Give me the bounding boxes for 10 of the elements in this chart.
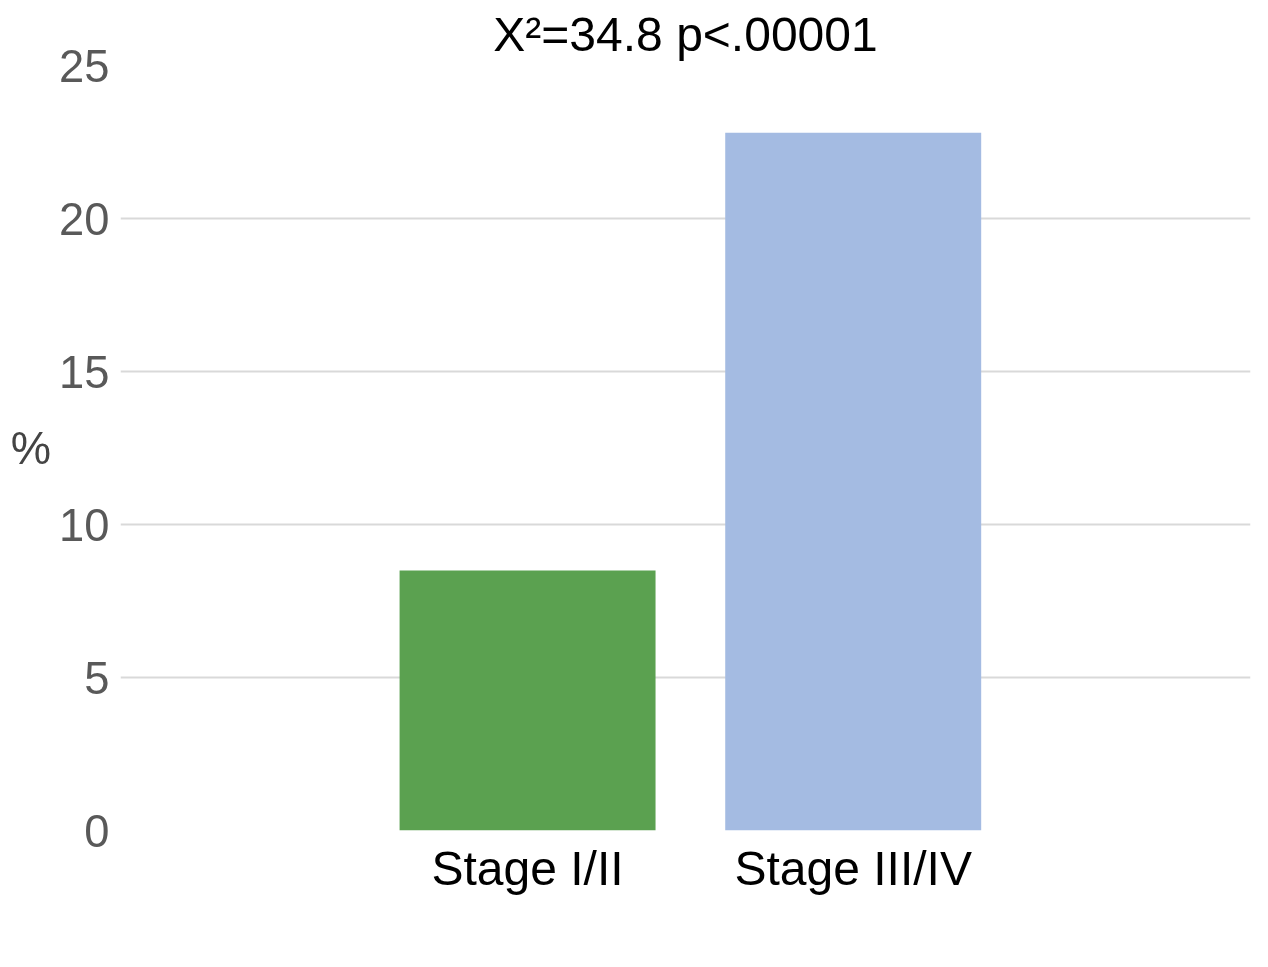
y-tick-label: 0 (84, 805, 110, 857)
y-tick-label: 15 (59, 346, 110, 398)
x-tick-label: Stage III/IV (734, 841, 972, 895)
y-tick-label: 20 (59, 193, 110, 245)
y-tick-label: 5 (84, 652, 110, 704)
x-tick-label: Stage I/II (431, 841, 624, 895)
y-axis-title: % (10, 422, 52, 474)
y-tick-label: 10 (59, 499, 110, 551)
y-tick-label: 25 (59, 40, 110, 92)
chart-title: X²=34.8 p<.00001 (493, 7, 878, 61)
